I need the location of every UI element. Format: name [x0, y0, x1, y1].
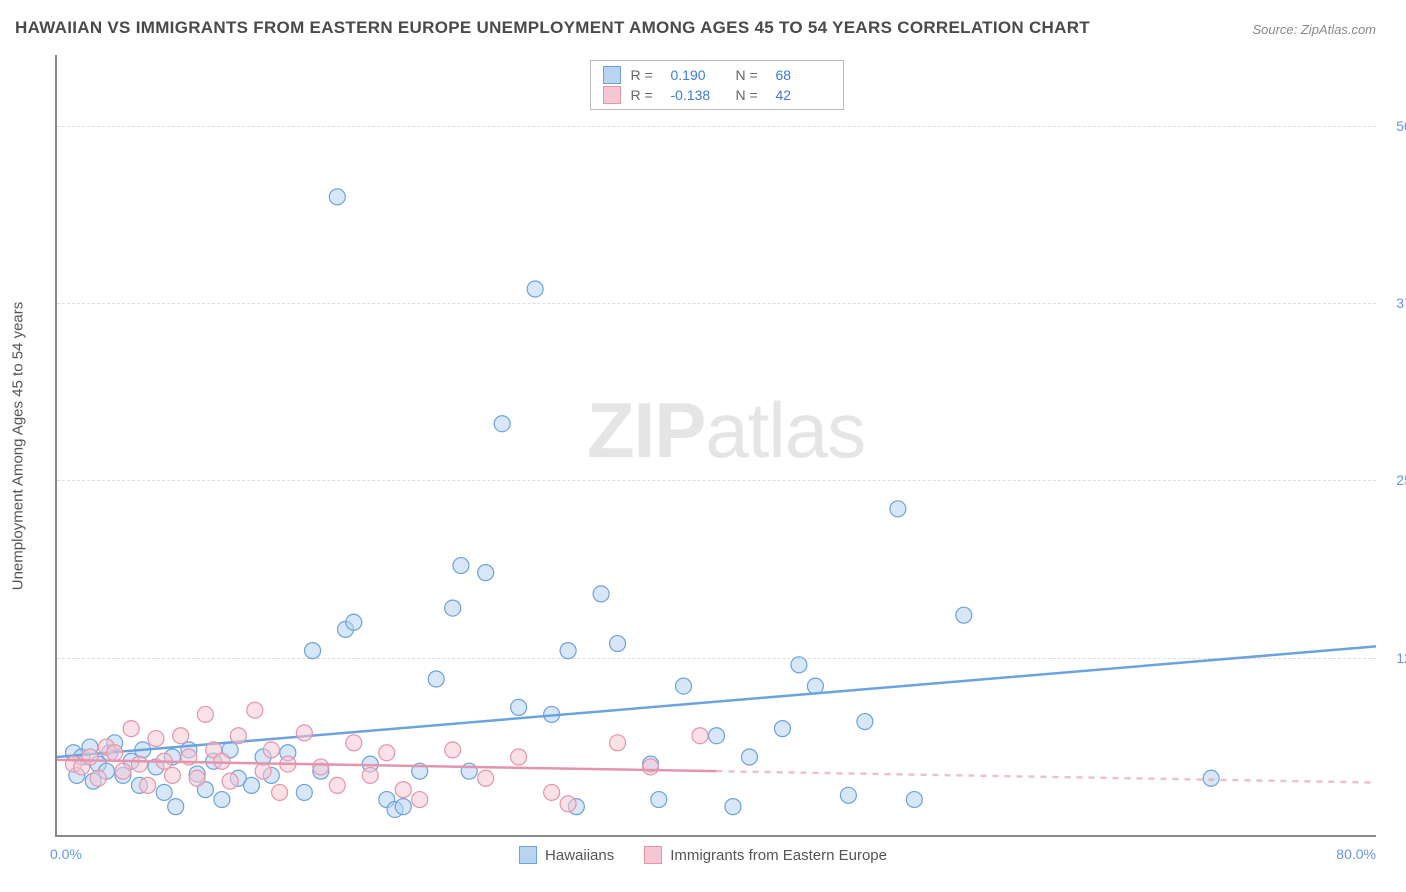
data-point	[560, 796, 576, 812]
data-point	[709, 728, 725, 744]
data-point	[544, 784, 560, 800]
data-point	[791, 657, 807, 673]
legend-swatch	[603, 66, 621, 84]
data-point	[741, 749, 757, 765]
data-point	[156, 784, 172, 800]
data-point	[222, 773, 238, 789]
trend-line-extrapolated	[717, 771, 1377, 782]
data-point	[692, 728, 708, 744]
data-point	[857, 714, 873, 730]
data-point	[428, 671, 444, 687]
x-axis-min-label: 0.0%	[50, 846, 82, 862]
data-point	[164, 767, 180, 783]
data-point	[296, 725, 312, 741]
data-point	[140, 777, 156, 793]
n-label: N =	[736, 87, 766, 103]
data-point	[610, 735, 626, 751]
legend-stat-row: R = 0.190 N = 68	[603, 65, 831, 85]
x-axis-max-label: 80.0%	[1336, 846, 1376, 862]
data-point	[214, 753, 230, 769]
data-point	[255, 763, 271, 779]
data-point	[379, 745, 395, 761]
data-point	[131, 756, 147, 772]
r-value: -0.138	[671, 87, 726, 103]
data-point	[774, 721, 790, 737]
plot-area: ZIPatlas R =0.190N =68R =-0.138N =42 12.…	[55, 55, 1376, 837]
legend-swatch	[519, 846, 537, 864]
data-point	[840, 787, 856, 803]
data-point	[197, 706, 213, 722]
data-point	[148, 731, 164, 747]
data-point	[189, 770, 205, 786]
y-tick-label: 37.5%	[1381, 295, 1406, 311]
data-point	[593, 586, 609, 602]
source-attribution: Source: ZipAtlas.com	[1252, 22, 1376, 37]
data-point	[453, 558, 469, 574]
data-point	[651, 792, 667, 808]
y-tick-label: 12.5%	[1381, 650, 1406, 666]
data-point	[346, 614, 362, 630]
y-tick-label: 25.0%	[1381, 472, 1406, 488]
y-axis-title: Unemployment Among Ages 45 to 54 years	[10, 302, 27, 591]
data-point	[115, 763, 131, 779]
correlation-legend: R = 0.190 N = 68 R = -0.138 N = 42	[590, 60, 844, 110]
data-point	[123, 721, 139, 737]
data-point	[494, 416, 510, 432]
legend-series-item: Hawaiians	[519, 846, 614, 864]
data-point	[445, 600, 461, 616]
data-point	[511, 749, 527, 765]
r-label: R =	[631, 87, 661, 103]
data-point	[676, 678, 692, 694]
data-point	[956, 607, 972, 623]
data-point	[263, 742, 279, 758]
data-point	[412, 792, 428, 808]
data-point	[214, 792, 230, 808]
r-value: 0.190	[671, 67, 726, 83]
data-point	[643, 759, 659, 775]
data-point	[296, 784, 312, 800]
data-point	[230, 728, 246, 744]
data-point	[247, 702, 263, 718]
data-point	[313, 759, 329, 775]
data-point	[168, 799, 184, 815]
data-point	[906, 792, 922, 808]
data-point	[90, 770, 106, 786]
data-point	[511, 699, 527, 715]
n-label: N =	[736, 67, 766, 83]
legend-series-label: Immigrants from Eastern Europe	[670, 847, 887, 864]
data-point	[725, 799, 741, 815]
legend-stat-row: R = -0.138 N = 42	[603, 85, 831, 105]
data-point	[1203, 770, 1219, 786]
data-point	[329, 777, 345, 793]
legend-swatch	[644, 846, 662, 864]
data-point	[560, 643, 576, 659]
legend-swatch	[603, 86, 621, 104]
data-point	[395, 782, 411, 798]
data-point	[445, 742, 461, 758]
chart-svg	[57, 55, 1376, 835]
data-point	[478, 770, 494, 786]
n-value: 42	[776, 87, 831, 103]
data-point	[244, 777, 260, 793]
y-tick-label: 50.0%	[1381, 118, 1406, 134]
data-point	[346, 735, 362, 751]
series-legend: Hawaiians Immigrants from Eastern Europe	[519, 846, 887, 864]
data-point	[107, 745, 123, 761]
data-point	[478, 565, 494, 581]
data-point	[329, 189, 345, 205]
chart-title: HAWAIIAN VS IMMIGRANTS FROM EASTERN EURO…	[15, 18, 1090, 38]
data-point	[527, 281, 543, 297]
data-point	[395, 799, 411, 815]
data-point	[610, 636, 626, 652]
r-label: R =	[631, 67, 661, 83]
data-point	[890, 501, 906, 517]
data-point	[173, 728, 189, 744]
n-value: 68	[776, 67, 831, 83]
data-point	[272, 784, 288, 800]
legend-series-label: Hawaiians	[545, 847, 614, 864]
legend-series-item: Immigrants from Eastern Europe	[644, 846, 887, 864]
data-point	[82, 749, 98, 765]
data-point	[362, 767, 378, 783]
data-point	[305, 643, 321, 659]
